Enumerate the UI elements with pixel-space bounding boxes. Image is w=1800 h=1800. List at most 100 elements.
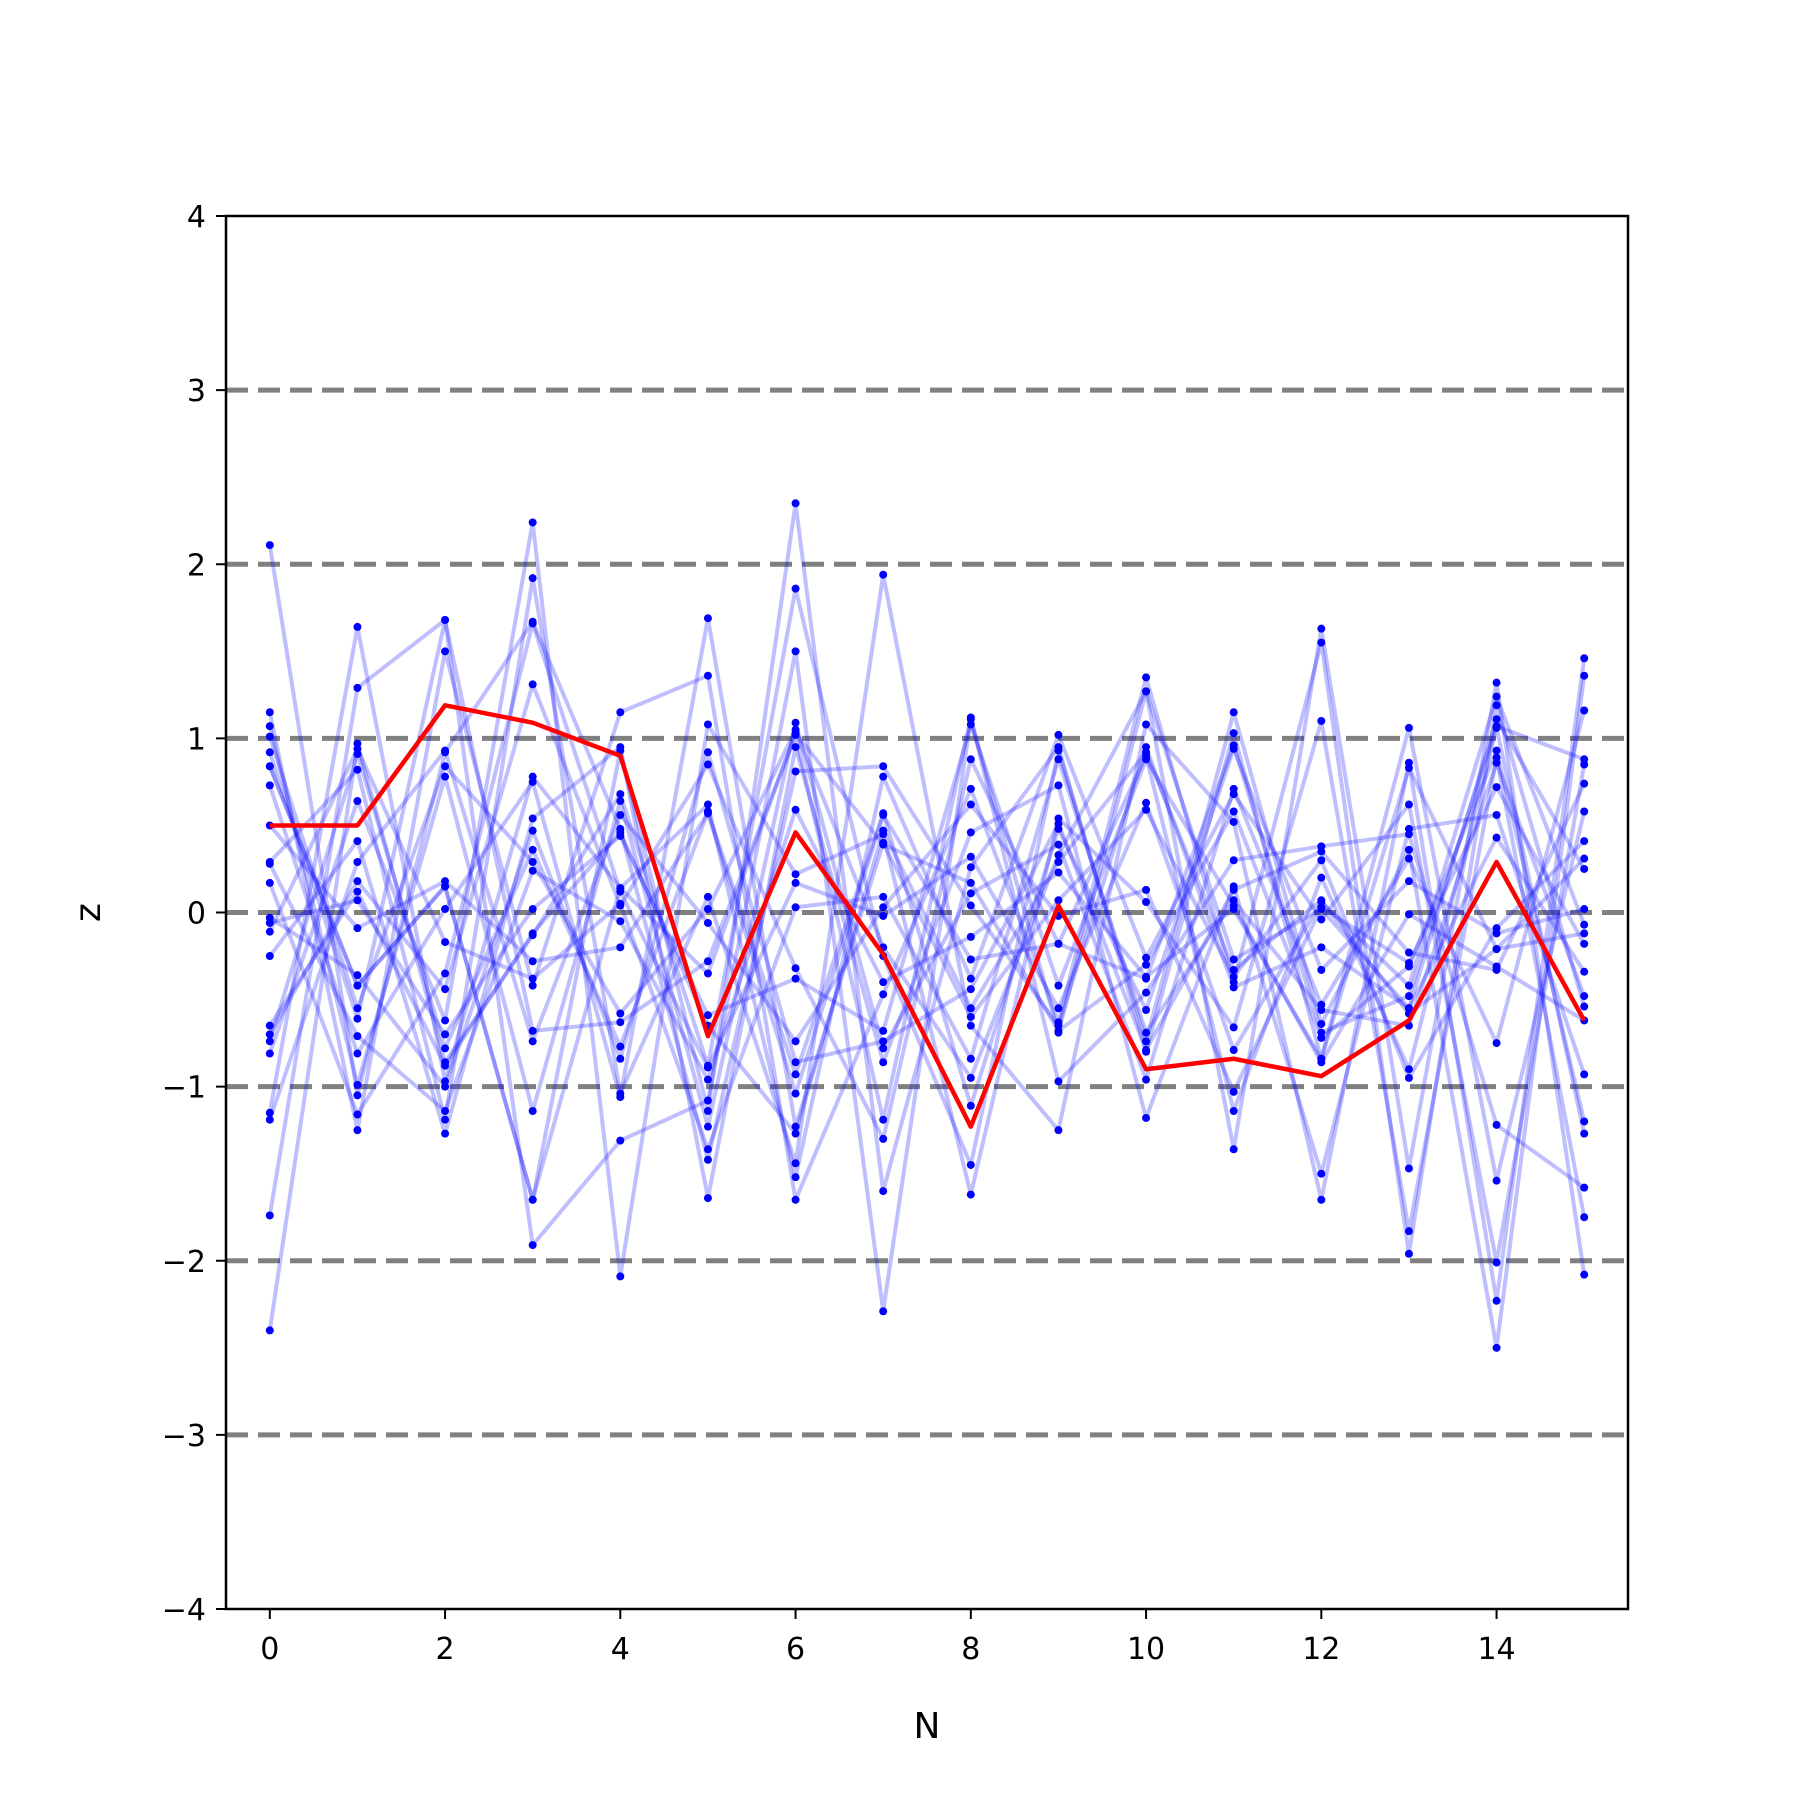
data-point [265, 1115, 274, 1124]
x-tick-label: 4 [611, 1632, 630, 1667]
data-point [1229, 1145, 1238, 1154]
data-point [528, 619, 537, 628]
data-point [791, 1122, 800, 1131]
data-point [616, 1272, 625, 1281]
data-point [528, 866, 537, 875]
data-point [1142, 1075, 1151, 1084]
data-point [441, 746, 450, 755]
data-point [1492, 1258, 1501, 1267]
data-point [616, 790, 625, 799]
data-point [265, 708, 274, 717]
data-point [265, 541, 274, 550]
data-point [441, 1044, 450, 1053]
data-point [966, 755, 975, 764]
data-point [1404, 981, 1413, 990]
data-point [441, 1115, 450, 1124]
data-point [1492, 746, 1501, 755]
data-point [791, 647, 800, 656]
series-line [267, 501, 1587, 1202]
data-point [616, 1009, 625, 1018]
series-line [267, 544, 1586, 1162]
data-point [441, 647, 450, 656]
data-point [703, 748, 712, 757]
data-point [1054, 743, 1063, 752]
data-point [1317, 1019, 1326, 1028]
y-tick-label: −3 [162, 1419, 206, 1454]
data-point [1404, 1249, 1413, 1258]
data-point [879, 1307, 888, 1316]
data-point [1580, 992, 1589, 1001]
data-point [1229, 901, 1238, 910]
data-point [1492, 758, 1501, 767]
data-point [1054, 981, 1063, 990]
data-point [528, 1037, 537, 1046]
data-point [1404, 854, 1413, 863]
data-point [616, 810, 625, 819]
data-point [353, 744, 362, 753]
data-point [1317, 896, 1326, 905]
data-point [966, 1160, 975, 1169]
data-point [1492, 715, 1501, 724]
series-line [267, 586, 1587, 1350]
data-point [1580, 939, 1589, 948]
data-point [703, 720, 712, 729]
data-point [703, 1194, 712, 1203]
data-point [616, 828, 625, 837]
data-point [265, 952, 274, 961]
data-point [528, 957, 537, 966]
data-point [1142, 720, 1151, 729]
data-point [1142, 898, 1151, 907]
data-point [1229, 1023, 1238, 1032]
data-point [441, 615, 450, 624]
data-point [1142, 988, 1151, 997]
data-point [1404, 824, 1413, 833]
data-point [353, 765, 362, 774]
data-point [441, 1061, 450, 1070]
data-point [1492, 1120, 1501, 1129]
data-point [353, 1032, 362, 1041]
series-line [268, 750, 1586, 1089]
x-tick-label: 2 [436, 1632, 455, 1667]
data-point [879, 810, 888, 819]
data-point [441, 1030, 450, 1039]
data-point [703, 1122, 712, 1131]
data-point [1229, 1046, 1238, 1055]
data-point [1229, 741, 1238, 750]
plot-frame [224, 214, 1630, 1611]
data-point [703, 614, 712, 623]
data-point [1317, 716, 1326, 725]
data-point [791, 903, 800, 912]
data-point [528, 1195, 537, 1204]
data-point [879, 1115, 888, 1124]
data-point [1317, 915, 1326, 924]
data-point [265, 762, 274, 771]
data-point [1317, 856, 1326, 865]
data-point [879, 570, 888, 579]
data-point [966, 828, 975, 837]
y-tick-label: −1 [162, 1071, 206, 1106]
data-point [265, 1211, 274, 1220]
data-point [353, 797, 362, 806]
data-point [1404, 948, 1413, 957]
data-point [1317, 905, 1326, 914]
data-point [1580, 1213, 1589, 1222]
data-point [1142, 1028, 1151, 1037]
data-point [966, 1021, 975, 1030]
data-point [616, 1093, 625, 1102]
data-point [528, 814, 537, 823]
data-point [265, 781, 274, 790]
data-point [1054, 1026, 1063, 1035]
data-point [879, 892, 888, 901]
data-point [1142, 1113, 1151, 1122]
data-point [1404, 992, 1413, 1001]
series-line [267, 617, 1587, 1314]
data-point [1229, 885, 1238, 894]
data-point [1142, 885, 1151, 894]
series-line [267, 731, 1587, 1202]
data-point [1229, 955, 1238, 964]
y-axis-label: z [68, 903, 109, 922]
data-point [703, 671, 712, 680]
data-point [353, 858, 362, 867]
data-point [353, 1014, 362, 1023]
data-point [1580, 671, 1589, 680]
